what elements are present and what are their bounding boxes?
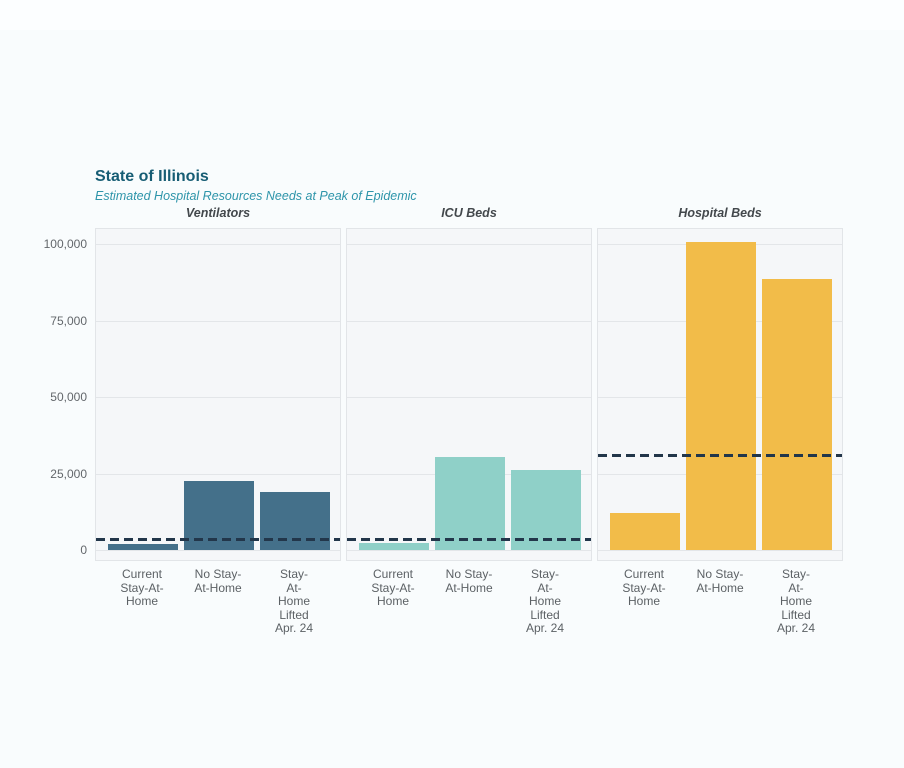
y-tick-label: 25,000 bbox=[50, 466, 87, 481]
x-axis-hospital-beds: Current Stay-At- Home No Stay- At-Home Sta… bbox=[597, 561, 843, 641]
x-tick-label: No Stay- At-Home bbox=[696, 567, 744, 595]
page-top-band bbox=[0, 0, 904, 30]
x-tick-label: Current Stay-At- Home bbox=[120, 567, 164, 608]
bar-no-stay-at-home bbox=[435, 456, 505, 550]
facet-icu-beds: ICU Beds Current Stay-At- Home No Stay- A… bbox=[346, 206, 592, 641]
gridline bbox=[96, 397, 340, 398]
capacity-dashed-line bbox=[598, 454, 842, 458]
capacity-dashed-line bbox=[347, 537, 591, 541]
facet-hospital-beds: Hospital Beds Current Stay-At- Home No St… bbox=[597, 206, 843, 641]
gridline bbox=[347, 550, 591, 551]
y-tick-label: 75,000 bbox=[50, 313, 87, 328]
gridline bbox=[96, 473, 340, 475]
facet-ventilators: Ventilators Current Stay-At- Home No Stay… bbox=[95, 206, 341, 641]
x-tick-label: Stay- At-Home Lifted Apr. 24 bbox=[776, 567, 816, 635]
y-tick-label: 0 bbox=[80, 543, 87, 557]
bar-stay-at-home-lifted-apr-24 bbox=[260, 491, 330, 550]
chart-title: State of Illinois bbox=[95, 168, 209, 185]
gridline bbox=[347, 244, 591, 245]
y-tick-label: 100,000 bbox=[43, 237, 87, 251]
bar-stay-at-home-lifted-apr-24 bbox=[511, 470, 581, 550]
facet-title-hospital-beds: Hospital Beds bbox=[678, 206, 762, 220]
x-axis-icu-beds: Current Stay-At- Home No Stay- At-Home Sta… bbox=[346, 561, 592, 641]
y-tick-label: 50,000 bbox=[50, 390, 87, 404]
bar-stay-at-home-lifted-apr-24 bbox=[762, 279, 832, 550]
gridline bbox=[96, 244, 340, 245]
gridline bbox=[96, 320, 340, 322]
facet-title-icu-beds: ICU Beds bbox=[441, 206, 497, 220]
bar-current-stay-at-home bbox=[359, 543, 429, 550]
bar-no-stay-at-home bbox=[686, 242, 756, 550]
bar-current-stay-at-home bbox=[108, 543, 178, 550]
capacity-dashed-line bbox=[96, 537, 340, 541]
plot-icu-beds bbox=[346, 228, 592, 561]
y-axis: 0 25,000 50,000 75,000 100,000 bbox=[0, 228, 87, 568]
x-tick-label: Stay- At-Home Lifted Apr. 24 bbox=[274, 567, 314, 635]
x-tick-label: Stay- At-Home Lifted Apr. 24 bbox=[525, 567, 565, 635]
gridline bbox=[598, 550, 842, 551]
facet-title-ventilators: Ventilators bbox=[185, 206, 251, 220]
x-tick-label: No Stay- At-Home bbox=[194, 567, 242, 595]
plot-ventilators bbox=[95, 228, 341, 561]
x-tick-label: Current Stay-At- Home bbox=[622, 567, 666, 608]
bar-current-stay-at-home bbox=[610, 513, 680, 550]
gridline bbox=[347, 320, 591, 322]
x-tick-label: Current Stay-At- Home bbox=[371, 567, 415, 608]
x-tick-label: No Stay- At-Home bbox=[445, 567, 493, 595]
x-axis-ventilators: Current Stay-At- Home No Stay- At-Home Sta… bbox=[95, 561, 341, 641]
chart-subtitle: Estimated Hospital Resources Needs at Pe… bbox=[95, 189, 417, 203]
gridline bbox=[347, 397, 591, 398]
gridline bbox=[96, 550, 340, 551]
plot-hospital-beds bbox=[597, 228, 843, 561]
